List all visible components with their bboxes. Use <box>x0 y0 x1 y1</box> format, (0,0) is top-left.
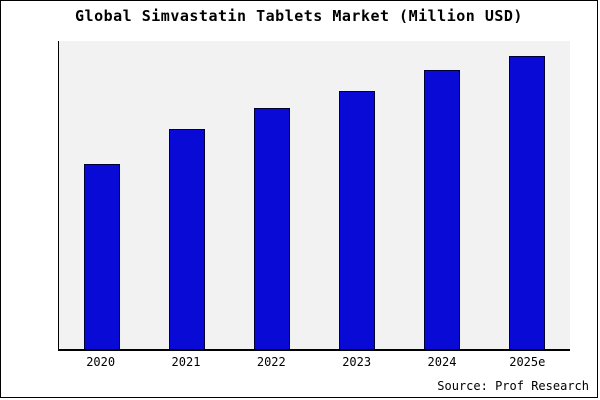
x-tick-label-2023: 2023 <box>342 355 372 369</box>
chart-title: Global Simvastatin Tablets Market (Milli… <box>75 7 523 25</box>
bars-row <box>59 41 570 349</box>
plot-area <box>58 41 570 351</box>
bar-2021 <box>168 129 205 349</box>
x-tick-label-2020: 2020 <box>86 355 116 369</box>
bar-2025e <box>509 55 546 349</box>
x-tick-label-2025e: 2025e <box>509 355 546 369</box>
x-tick-label-2022: 2022 <box>256 355 286 369</box>
x-tick-label-2021: 2021 <box>171 355 201 369</box>
bar-2020 <box>83 164 120 349</box>
tick-row: 2020 2021 2022 2023 2024 2025e <box>58 355 570 369</box>
bar-2024 <box>424 70 461 349</box>
bar-2022 <box>253 108 290 349</box>
source-note: Source: Prof Research <box>437 379 589 393</box>
x-tick-label-2024: 2024 <box>427 355 457 369</box>
bar-2023 <box>339 90 376 349</box>
